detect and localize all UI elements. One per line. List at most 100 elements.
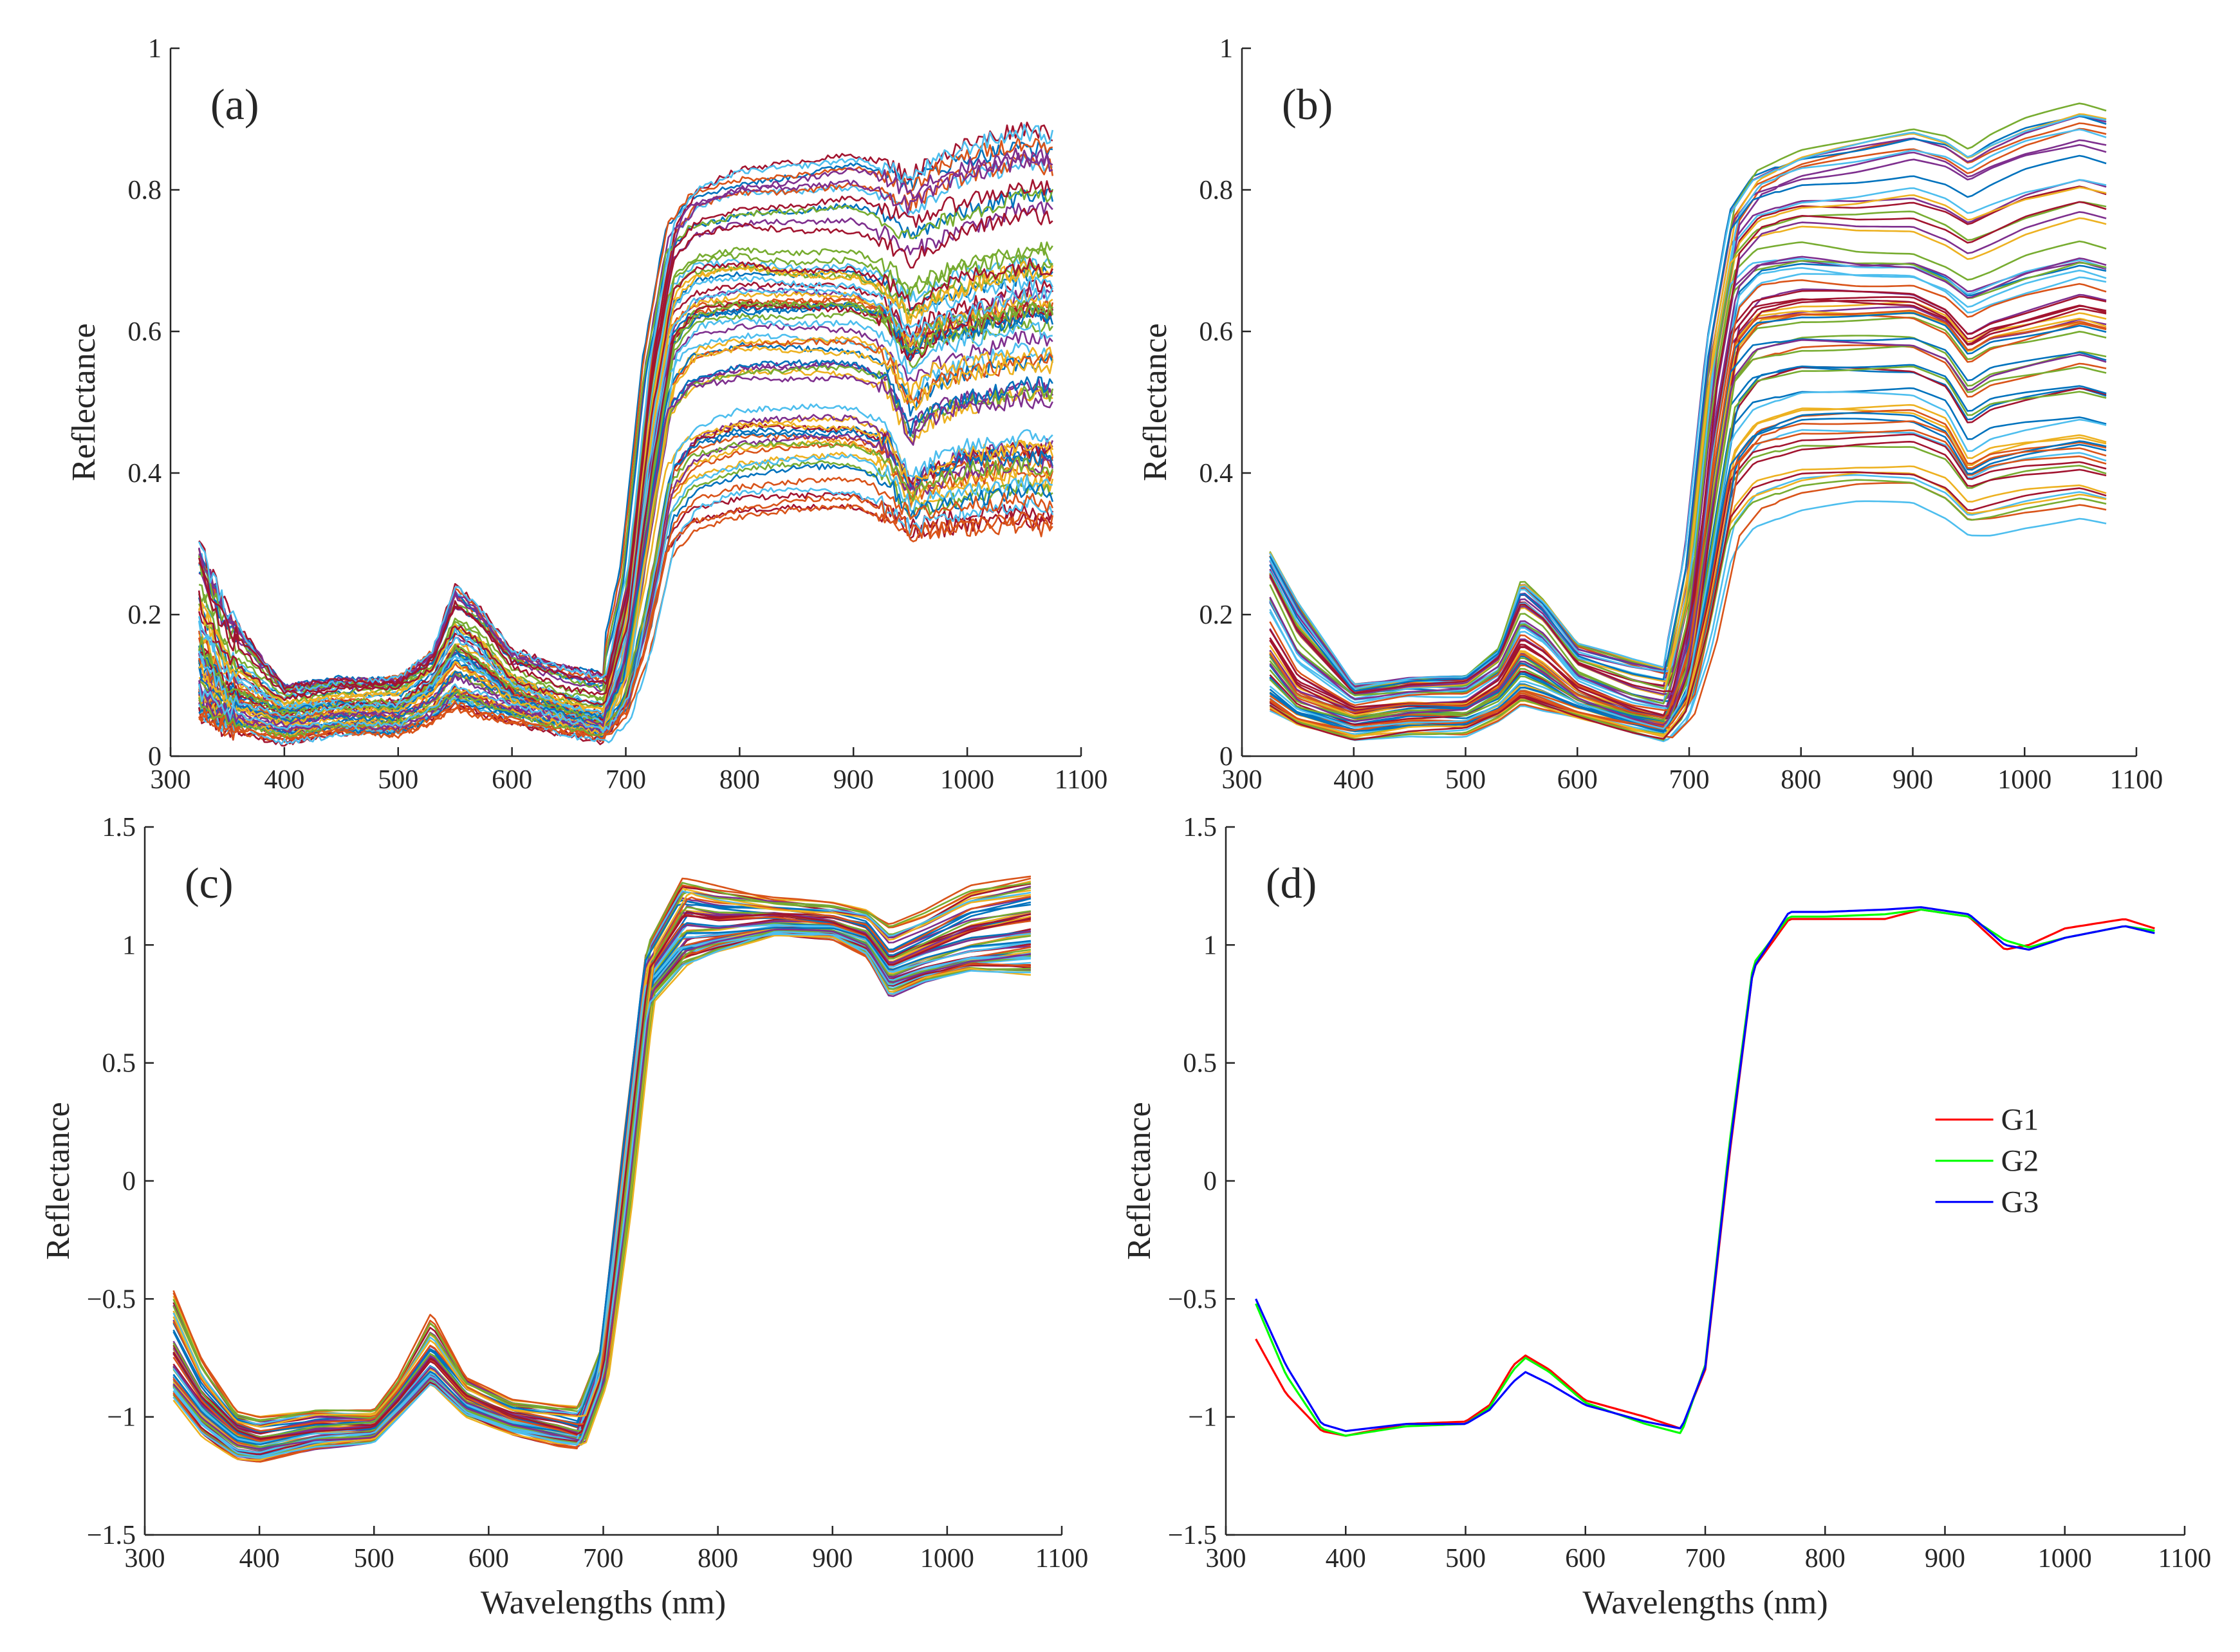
sample-spectrum-line [1269,500,2107,743]
sample-spectrum-line [198,440,1053,738]
panel-label: (b) [1282,80,1333,129]
legend: G1 G2 G3 [1935,1103,2039,1220]
panel-label: (a) [210,80,259,129]
x-tick-label: 900 [833,765,874,795]
y-tick-label: 1 [122,931,136,960]
series-lines [1255,906,2155,1437]
y-tick-label: 0 [148,742,162,772]
x-tick-label: 1100 [2158,1544,2211,1573]
legend-label-g2: G2 [2001,1144,2039,1178]
y-tick-label: 1 [1203,931,1217,960]
x-tick-label: 400 [1326,1544,1366,1573]
x-tick-label: 900 [1893,765,1933,795]
series-line-g3 [1255,906,2155,1433]
x-tick-label: 900 [812,1544,853,1573]
sample-spectrum-line [1269,154,2107,692]
y-tick-label: −1.5 [1168,1521,1217,1550]
panel-d: 300 400 500 600 700 800 900 1000 1100 −1.5 −1 −0.5 0… [1121,813,2211,1621]
series-lines [172,875,1032,1463]
x-tick-label: 400 [239,1544,280,1573]
sample-spectrum-line [1269,211,2107,695]
sample-spectrum-line [1269,391,2107,730]
sample-spectrum-line [1269,339,2107,726]
y-tick-label: 0.4 [1199,459,1234,488]
sample-spectrum-line [1269,407,2107,732]
y-tick-label: 1.5 [102,813,136,842]
sample-spectrum-line [172,934,1031,1462]
y-tick-label: 0.2 [1199,600,1234,630]
x-tick-label: 700 [583,1544,624,1573]
y-tick-label: −1 [1188,1403,1217,1433]
x-tick-label: 800 [1805,1544,1846,1573]
sample-spectrum-line [1269,310,2107,719]
y-tick-label: 0.6 [128,317,162,347]
y-axis-label: Reflectance [1137,323,1174,481]
x-tick-label: 800 [719,765,760,795]
x-tick-label: 300 [125,1544,165,1573]
y-axis-label: Reflectance [66,323,102,481]
sample-spectrum-line [1269,299,2107,719]
x-tick-label: 600 [468,1544,509,1573]
series-lines [1269,102,2107,743]
x-tick-label: 700 [606,765,646,795]
y-axis-label: Reflectance [40,1102,77,1259]
y-tick-label: 1 [148,34,162,64]
sample-spectrum-line [172,931,1031,1459]
sample-spectrum-line [1269,472,2107,738]
y-tick-label: 0.5 [102,1049,136,1079]
sample-spectrum-line [1269,115,2107,685]
sample-spectrum-line [1269,474,2107,741]
y-tick-label: 0.6 [1199,317,1234,347]
y-tick-label: −0.5 [1168,1285,1217,1314]
y-axis-label: Reflectance [1121,1102,1158,1259]
sample-spectrum-line [198,374,1053,728]
sample-spectrum-line [198,179,1053,690]
x-tick-label: 1100 [1055,765,1107,795]
sample-spectrum-line [198,257,1053,705]
sample-spectrum-line [198,403,1053,734]
sample-spectrum-line [198,359,1053,727]
sample-spectrum-line [172,913,1032,1440]
y-tick-label: −1.5 [87,1521,136,1550]
x-tick-label: 1000 [920,1544,974,1573]
sample-spectrum-line [1269,201,2107,694]
y-tick-label: 0.2 [128,600,162,630]
panel-a: 300 400 500 600 700 800 900 1000 1100 0 0.2 0.4 0.6 0… [66,34,1107,795]
x-tick-label: 500 [354,1544,394,1573]
x-tick-label: 900 [1925,1544,1965,1573]
x-tick-label: 400 [264,765,304,795]
y-tick-label: 0.4 [128,459,162,488]
x-tick-label: 1100 [1035,1544,1088,1573]
x-tick-label: 300 [1222,765,1263,795]
y-tick-label: −1 [107,1403,136,1433]
x-tick-label: 500 [1445,1544,1486,1573]
y-tick-label: 0.8 [1199,176,1234,205]
y-tick-label: 0 [1203,1167,1217,1196]
x-tick-label: 1000 [1997,765,2051,795]
legend-label-g1: G1 [2001,1103,2039,1137]
sample-spectrum-line [1269,471,2107,741]
y-tick-label: 0.8 [128,176,162,205]
y-tick-label: 0 [1219,742,1233,772]
y-tick-label: −0.5 [87,1285,136,1314]
sample-spectrum-line [198,141,1053,689]
sample-spectrum-line [172,901,1032,1433]
sample-spectrum-line [198,201,1053,693]
sample-spectrum-line [198,317,1053,725]
panel-label: (d) [1266,858,1317,907]
x-axis-label: Wavelengths (nm) [481,1584,726,1621]
x-tick-label: 400 [1333,765,1374,795]
x-tick-label: 800 [698,1544,738,1573]
x-tick-label: 600 [1565,1544,1606,1573]
panel-label: (c) [185,858,233,907]
x-tick-label: 300 [151,765,191,795]
sample-spectrum-line [198,346,1054,726]
x-tick-label: 1100 [2110,765,2163,795]
x-tick-label: 600 [1557,765,1598,795]
sample-spectrum-line [198,476,1053,739]
sample-spectrum-line [198,494,1054,739]
x-axis-label: Wavelengths (nm) [1582,1584,1828,1621]
x-tick-label: 300 [1206,1544,1246,1573]
panel-b: 300 400 500 600 700 800 900 1000 1100 0 0.2 0.4 0.6 0… [1137,34,2163,795]
